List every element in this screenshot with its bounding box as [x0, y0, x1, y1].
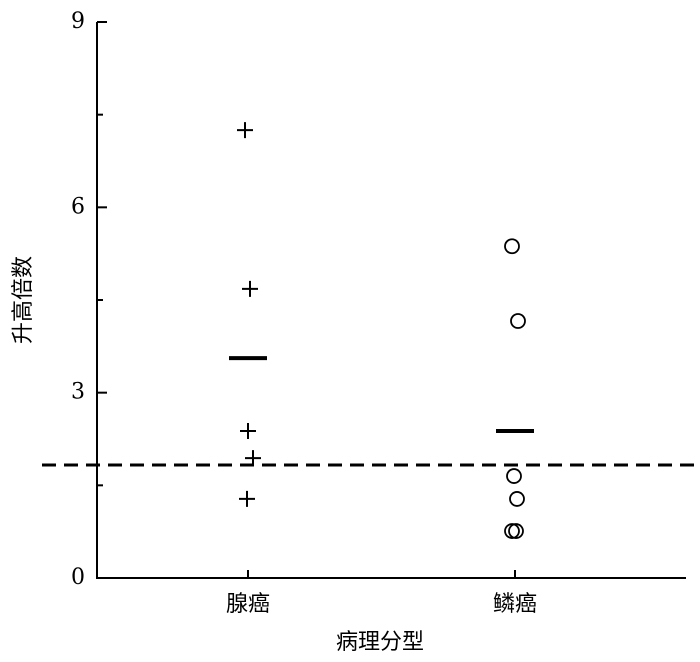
circle-point: [508, 523, 524, 539]
plus-point: [237, 122, 253, 139]
y-tick-label: 6: [71, 194, 85, 219]
plus-point: [239, 490, 255, 507]
plus-point: [240, 422, 256, 439]
circle-point: [510, 313, 526, 329]
y-tick-label: 0: [71, 565, 85, 590]
x-axis-label: 病理分型: [336, 630, 424, 655]
circle-point: [504, 238, 520, 255]
circle-point: [504, 523, 520, 539]
plus-point: [242, 280, 258, 297]
circle-point: [506, 468, 522, 484]
y-tick-label: 3: [71, 380, 85, 405]
circle-point: [509, 491, 525, 507]
y-tick-label: 9: [71, 9, 85, 34]
x-tick-label: 腺癌: [226, 592, 270, 617]
y-axis-label: 升高倍数: [11, 256, 36, 344]
x-tick-label: 鳞癌: [493, 592, 537, 617]
